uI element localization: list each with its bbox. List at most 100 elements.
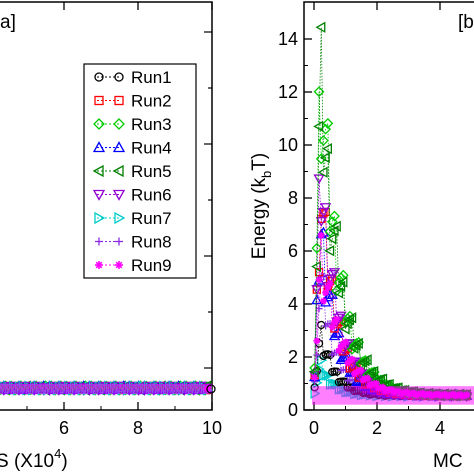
legend-label: Run9 <box>131 256 172 275</box>
panel-a-frame <box>0 1 213 411</box>
legend-entry-run9: Run9 <box>95 256 172 275</box>
y-tick-label: 4 <box>288 294 298 314</box>
x-tick-label: 4 <box>435 418 445 438</box>
panel-b-frame <box>303 1 474 411</box>
data-point <box>352 337 363 349</box>
legend-entry-run7: Run7 <box>94 209 172 228</box>
legend-marker <box>112 164 124 178</box>
data-point <box>326 279 334 287</box>
data-point <box>311 242 323 254</box>
data-point <box>313 86 325 98</box>
legend-marker <box>92 141 106 153</box>
legend-entry-run2: Run2 <box>94 92 172 111</box>
data-point <box>315 217 327 228</box>
legend-marker <box>115 261 123 269</box>
legend-marker <box>92 164 104 178</box>
legend-label: Run8 <box>131 233 172 252</box>
data-point <box>313 351 321 359</box>
legend-entry-run4: Run4 <box>92 139 172 158</box>
data-point <box>333 287 344 299</box>
legend-marker <box>114 72 124 82</box>
series-line <box>314 27 467 397</box>
legend-marker <box>112 189 126 201</box>
data-point <box>330 220 341 232</box>
legend-label: Run7 <box>131 209 172 228</box>
panel-b: [b 0 2 4 6 8 10 12 14 0 2 4 MC Energy (kbT) <box>249 1 474 472</box>
y-tick-label: 6 <box>288 241 298 261</box>
data-point <box>309 362 321 374</box>
legend-marker <box>115 237 123 246</box>
data-point <box>317 166 328 178</box>
series-band-run9 <box>0 384 212 394</box>
data-point <box>321 369 332 381</box>
y-tick-label: 14 <box>278 29 298 49</box>
data-point <box>328 330 341 341</box>
legend-marker <box>95 261 103 269</box>
legend-entry-run6: Run6 <box>92 186 172 205</box>
data-point <box>317 320 326 330</box>
legend-marker <box>94 95 104 106</box>
panel-b-ticks: 0 2 4 6 8 10 12 14 0 2 4 <box>278 2 445 438</box>
data-point <box>374 373 385 386</box>
x-tick-label: 0 <box>309 418 319 438</box>
legend-entry-run5: Run5 <box>92 162 172 181</box>
data-point <box>361 354 372 366</box>
legend-marker <box>94 211 106 225</box>
data-point <box>348 355 356 363</box>
y-tick-label: 8 <box>288 188 298 208</box>
data-point <box>322 289 330 297</box>
legend-marker <box>113 118 125 130</box>
data-point <box>322 143 333 155</box>
data-point <box>339 323 350 335</box>
y-tick-label: 0 <box>288 400 298 420</box>
data-point <box>368 365 379 378</box>
series-band-run9 <box>312 386 474 405</box>
data-point <box>313 174 325 185</box>
panel-a-data <box>0 380 216 396</box>
legend-marker <box>93 118 105 130</box>
y-tick-label: 12 <box>278 82 298 102</box>
data-point <box>322 291 334 302</box>
x-tick-label: 6 <box>59 418 69 438</box>
data-point <box>364 374 372 382</box>
panel-b-tag: [b <box>458 12 474 33</box>
data-point <box>315 276 323 284</box>
data-point <box>342 366 349 374</box>
data-point <box>329 210 340 222</box>
data-point <box>320 203 332 214</box>
data-point <box>342 338 349 346</box>
legend-entry-run1: Run1 <box>94 68 172 87</box>
data-point <box>311 260 321 273</box>
data-point <box>357 366 365 374</box>
panel-a-tag: a] <box>0 12 16 33</box>
data-point <box>328 268 341 279</box>
legend-label: Run1 <box>131 68 172 87</box>
legend-label: Run2 <box>131 92 172 111</box>
data-point <box>333 315 341 323</box>
data-point <box>319 297 327 305</box>
data-point <box>331 327 343 338</box>
data-point <box>317 231 325 239</box>
data-point <box>324 245 335 257</box>
panel-b-y-axis-title: Energy (kbT) <box>249 153 274 259</box>
panel-a-x-axis-title: S (X104) <box>0 446 68 472</box>
data-point <box>308 366 319 378</box>
data-point <box>311 294 323 305</box>
legend-label: Run5 <box>131 162 172 181</box>
panel-b-x-axis-title: MC <box>433 451 463 472</box>
y-tick-label: 10 <box>278 135 298 155</box>
data-point <box>318 135 329 146</box>
y-tick-label: 2 <box>288 347 298 367</box>
legend-entry-run8: Run8 <box>95 233 172 252</box>
x-tick-label: 10 <box>202 418 222 438</box>
legend-entry-run3: Run3 <box>93 115 172 134</box>
data-point <box>319 152 330 164</box>
data-point <box>332 367 341 376</box>
legend-label: Run6 <box>131 186 172 205</box>
data-point <box>322 117 334 129</box>
panel-a-ticks: 6 8 10 <box>26 2 222 438</box>
legend-marker <box>112 141 126 153</box>
panel-a: a] 6 8 10 Run1 Run2 Run3 Run4 Run5 Run6 Run7 Run8… <box>0 1 222 472</box>
data-point <box>315 21 326 33</box>
